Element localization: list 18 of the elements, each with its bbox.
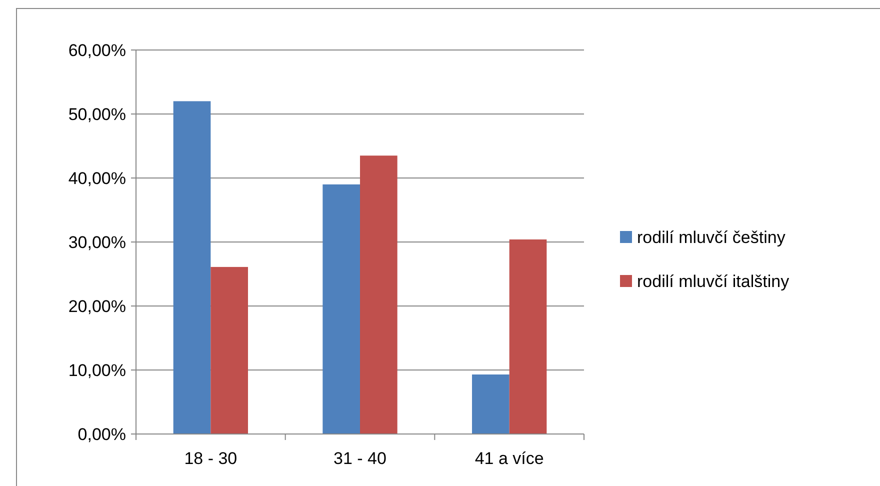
x-tick-label: 41 a více xyxy=(474,449,544,468)
legend-label: rodilí mluvčí italštiny xyxy=(637,272,790,291)
y-tick-label: 30,00% xyxy=(68,232,126,252)
y-tick-label: 0,00% xyxy=(78,424,126,444)
y-tick-label: 10,00% xyxy=(68,360,126,380)
bar xyxy=(322,184,360,434)
x-tick-label: 18 - 30 xyxy=(184,449,238,468)
y-tick-label: 20,00% xyxy=(68,296,126,316)
y-tick-label: 60,00% xyxy=(68,40,126,60)
bar xyxy=(509,239,547,434)
bar xyxy=(472,374,510,434)
legend-label: rodilí mluvčí češtiny xyxy=(637,228,786,247)
bar xyxy=(360,156,398,434)
x-tick-label: 31 - 40 xyxy=(334,449,386,468)
y-tick-label: 50,00% xyxy=(68,104,126,124)
bar xyxy=(173,101,211,434)
bar xyxy=(210,266,248,434)
y-tick-label: 40,00% xyxy=(68,168,126,188)
